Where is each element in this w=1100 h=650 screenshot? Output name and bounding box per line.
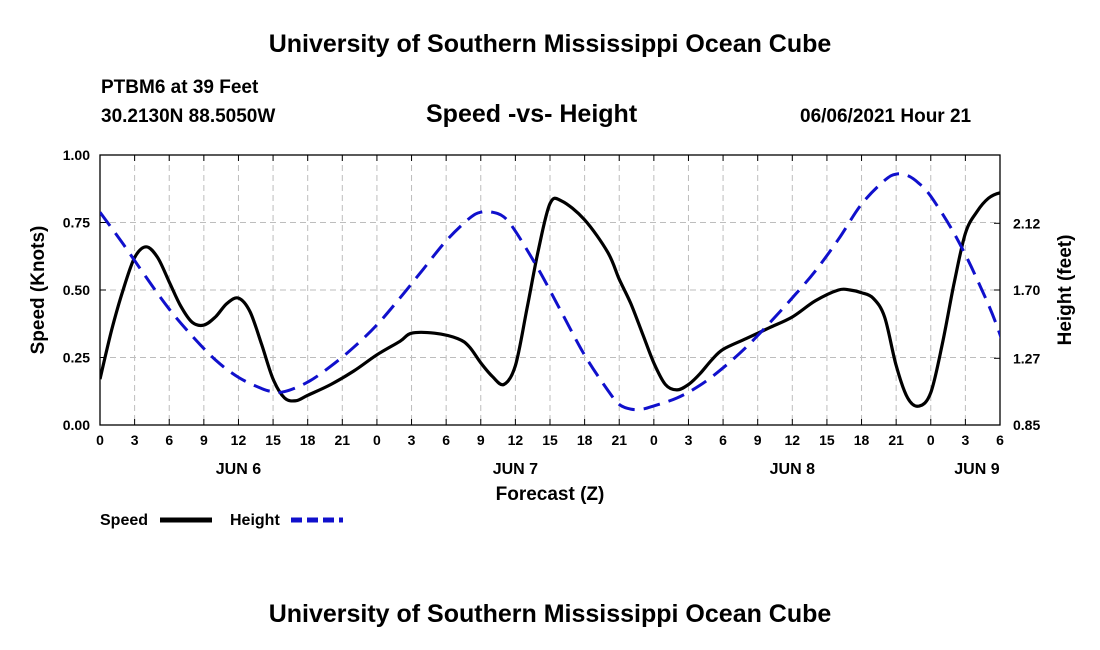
y-tick-label: 0.25 bbox=[63, 350, 90, 366]
x-tick-label: 21 bbox=[888, 432, 904, 448]
station-coordinates: 30.2130N 88.5050W bbox=[101, 106, 276, 127]
x-tick-label: 21 bbox=[335, 432, 351, 448]
x-tick-label: 6 bbox=[719, 432, 727, 448]
y-axis-label: Speed (Knots) bbox=[28, 226, 49, 355]
x-tick-label: 0 bbox=[373, 432, 381, 448]
station-label: PTBM6 at 39 Feet bbox=[101, 77, 259, 98]
footer-title: University of Southern Mississippi Ocean… bbox=[268, 600, 832, 628]
x-tick-label: 18 bbox=[854, 432, 870, 448]
page-title: University of Southern Mississippi Ocean… bbox=[268, 30, 832, 58]
x-tick-label: 6 bbox=[996, 432, 1004, 448]
y-tick-label: 1.00 bbox=[63, 147, 90, 163]
x-tick-label: 18 bbox=[300, 432, 316, 448]
y2-tick-label: 1.70 bbox=[1013, 282, 1040, 298]
x-tick-label: 9 bbox=[200, 432, 208, 448]
x-tick-label: 18 bbox=[577, 432, 593, 448]
day-label: JUN 9 bbox=[954, 461, 999, 478]
legend-height-label: Height bbox=[230, 512, 280, 529]
legend-speed-label: Speed bbox=[100, 512, 148, 529]
x-tick-label: 0 bbox=[927, 432, 935, 448]
series-line-speed bbox=[100, 191, 1000, 408]
y2-tick-label: 0.85 bbox=[1013, 417, 1040, 433]
x-tick-label: 15 bbox=[265, 432, 281, 448]
forecast-datetime: 06/06/2021 Hour 21 bbox=[800, 106, 972, 127]
x-tick-label: 0 bbox=[96, 432, 104, 448]
day-label: JUN 7 bbox=[493, 461, 538, 478]
x-axis-label: Forecast (Z) bbox=[496, 484, 605, 505]
series-lines bbox=[100, 172, 1000, 412]
x-tick-label: 15 bbox=[542, 432, 558, 448]
x-tick-label: 6 bbox=[442, 432, 450, 448]
x-tick-label: 12 bbox=[508, 432, 524, 448]
x-tick-label: 12 bbox=[785, 432, 801, 448]
series-line-height bbox=[100, 172, 1000, 412]
y2-axis-label: Height (feet) bbox=[1055, 235, 1076, 346]
x-tick-label: 3 bbox=[961, 432, 969, 448]
y2-tick-label: 2.12 bbox=[1013, 215, 1040, 231]
x-tick-label: 15 bbox=[819, 432, 835, 448]
axis-ticks: 0 3 6 9 12 15 18 21 0 3 6 9 12 15 18 21 0 3 6 9 12 15 18 21 0 3 60… bbox=[63, 147, 1041, 478]
y-tick-label: 0.75 bbox=[63, 215, 90, 231]
x-tick-label: 9 bbox=[477, 432, 485, 448]
legend: Speed Height bbox=[100, 512, 343, 529]
day-label: JUN 8 bbox=[770, 461, 815, 478]
x-tick-label: 3 bbox=[685, 432, 693, 448]
day-label: JUN 6 bbox=[216, 461, 261, 478]
grid-lines bbox=[100, 155, 1000, 425]
y2-tick-label: 1.27 bbox=[1013, 350, 1040, 366]
chart-subtitle: Speed -vs- Height bbox=[426, 100, 638, 128]
y-tick-label: 0.50 bbox=[63, 282, 90, 298]
x-tick-label: 21 bbox=[611, 432, 627, 448]
y-tick-label: 0.00 bbox=[63, 417, 90, 433]
x-tick-label: 0 bbox=[650, 432, 658, 448]
x-tick-label: 9 bbox=[754, 432, 762, 448]
x-tick-label: 12 bbox=[231, 432, 247, 448]
x-tick-label: 6 bbox=[165, 432, 173, 448]
x-tick-label: 3 bbox=[408, 432, 416, 448]
x-tick-label: 3 bbox=[131, 432, 139, 448]
